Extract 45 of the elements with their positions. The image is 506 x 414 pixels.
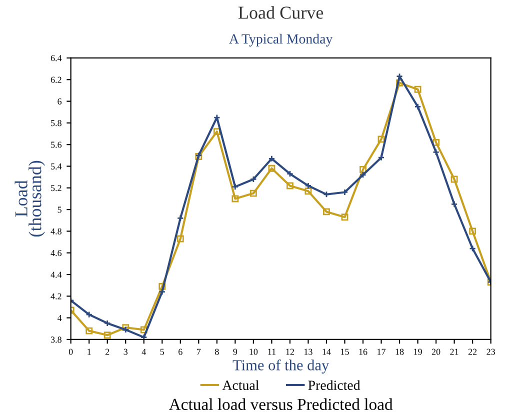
- x-tick-label: 2: [106, 348, 110, 355]
- x-tick-label: 6: [178, 348, 182, 355]
- x-tick-label: 22: [468, 348, 477, 355]
- x-tick-label: 16: [359, 348, 368, 355]
- chart-subtitle: A Typical Monday: [229, 34, 333, 46]
- x-tick-label: 7: [197, 348, 201, 355]
- x-tick-label: 18: [396, 348, 404, 355]
- y-tick-label: 5: [58, 206, 62, 213]
- x-tick-label: 21: [450, 348, 458, 355]
- x-tick-label: 0: [68, 348, 73, 355]
- x-tick-label: 4: [142, 348, 146, 355]
- y-tick-label: 6.4: [50, 55, 62, 62]
- y-tick-label: 4.4: [50, 272, 62, 278]
- x-tick-label: 1: [88, 348, 91, 355]
- legend-label: Predicted: [308, 380, 360, 390]
- y-tick-label: 4: [57, 315, 62, 321]
- legend-label: Actual: [222, 380, 259, 390]
- y-tick-label: 5.6: [51, 142, 62, 148]
- text: Actual load versus Predicted load: [168, 398, 393, 410]
- x-tick-label: 23: [486, 348, 495, 355]
- x-tick-label: 10: [250, 348, 258, 355]
- x-tick-label: 3: [124, 348, 128, 355]
- y-tick-label: 3.8: [50, 336, 62, 343]
- x-tick-label: 11: [268, 348, 276, 355]
- x-tick-label: 20: [432, 348, 440, 355]
- y-axis-title: Load (thousand): [14, 160, 45, 237]
- y-tick-label: 4.2: [50, 293, 62, 300]
- y-tick-label: 5.4: [51, 163, 62, 170]
- x-tick-label: 9: [233, 348, 238, 355]
- y-tick-label: 4.6: [50, 250, 62, 256]
- x-tick-label: 13: [304, 348, 312, 355]
- x-tick-label: 14: [322, 348, 331, 355]
- x-tick-label: 15: [341, 348, 349, 355]
- x-axis-title: Time of the day: [232, 359, 330, 374]
- x-tick-label: 8: [215, 348, 219, 355]
- y-tick-label: 6.2: [50, 76, 62, 83]
- x-tick-label: 17: [378, 348, 386, 355]
- chart-title: Load Curve: [238, 6, 324, 19]
- y-tick-label: 5.8: [51, 120, 62, 126]
- x-tick-label: 5: [160, 348, 164, 355]
- y-tick-label: 4.8: [50, 228, 62, 234]
- x-tick-label: 19: [414, 348, 422, 355]
- x-tick-label: 12: [286, 348, 294, 355]
- y-tick-label: 6: [58, 98, 62, 104]
- y-tick-label: 5.2: [51, 185, 62, 192]
